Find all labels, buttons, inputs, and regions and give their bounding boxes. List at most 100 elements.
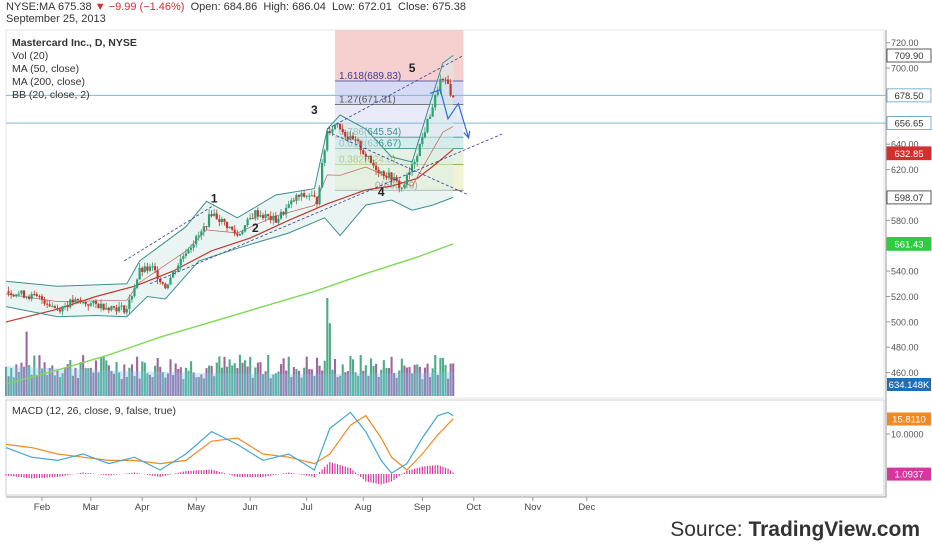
candle-body xyxy=(418,143,421,157)
volume-bar xyxy=(231,365,234,396)
candle-body xyxy=(64,305,67,307)
volume-bar xyxy=(51,365,54,396)
wave-label: 3 xyxy=(311,103,318,117)
candle-body xyxy=(321,162,324,188)
volume-bar xyxy=(328,323,331,396)
candle-body xyxy=(243,225,247,232)
candle-body xyxy=(202,226,205,232)
candle-body xyxy=(107,307,110,311)
price-tag-label: 632.85 xyxy=(894,149,923,160)
candle-body xyxy=(387,172,391,178)
candle-body xyxy=(87,304,90,306)
candle-body xyxy=(385,176,388,178)
volume-bar xyxy=(411,373,414,396)
candle-body xyxy=(416,156,419,162)
candle-body xyxy=(233,229,236,234)
candle-body xyxy=(367,155,370,157)
volume-bar xyxy=(159,366,162,396)
volume-bar xyxy=(364,365,367,396)
open-value: 684.86 xyxy=(223,1,258,13)
price-tag: 598.07 xyxy=(886,190,932,205)
indicator-ma200[interactable]: MA (200, close) xyxy=(12,76,85,88)
volume-bar xyxy=(303,367,306,396)
volume-bar xyxy=(274,373,277,396)
volume-bar xyxy=(192,372,195,396)
candle-body xyxy=(272,215,275,221)
chart-title[interactable]: Mastercard Inc., D, NYSE xyxy=(12,37,137,49)
candle-body xyxy=(148,266,152,271)
candle-body xyxy=(161,282,164,284)
candle-body xyxy=(218,219,221,222)
volume-bar xyxy=(12,377,15,396)
price-tag-label: 598.07 xyxy=(894,193,923,204)
candle-body xyxy=(326,131,329,151)
price-tag: 678.50 xyxy=(886,88,932,103)
volume-bar xyxy=(413,364,416,396)
source-brand: TradingView.com xyxy=(748,518,920,541)
fib-level-label: 1.27(671.31) xyxy=(339,94,396,105)
candle-body xyxy=(66,305,69,308)
candle-body xyxy=(141,267,144,272)
volume-bar xyxy=(390,356,393,396)
indicator-volume[interactable]: Vol (20) xyxy=(12,50,49,62)
candle-body xyxy=(82,302,85,304)
volume-bar xyxy=(43,362,46,396)
candle-body xyxy=(61,306,64,312)
volume-bar xyxy=(382,360,385,396)
volume-bar xyxy=(87,368,90,396)
volume-bar xyxy=(287,356,290,396)
candle-body xyxy=(287,204,290,208)
candle-body xyxy=(380,171,383,174)
candle-body xyxy=(25,296,28,298)
time-tick-label: Aug xyxy=(355,502,372,513)
volume-bar xyxy=(349,356,352,396)
candle-body xyxy=(382,171,385,177)
high-value: 686.04 xyxy=(292,1,326,13)
price-tick-label: 620.00 xyxy=(891,165,919,175)
price-change: −9.99 (−1.46%) xyxy=(108,1,185,13)
indicator-bb[interactable]: BB (20, close, 2) xyxy=(12,89,90,101)
symbol[interactable]: NYSE:MA xyxy=(6,1,55,13)
time-tick-label: Oct xyxy=(466,502,481,513)
indicator-ma50[interactable]: MA (50, close) xyxy=(12,63,80,75)
volume-bar xyxy=(308,368,311,396)
candle-body xyxy=(359,141,362,151)
candle-body xyxy=(308,195,311,197)
candle-body xyxy=(390,172,393,181)
volume-bar xyxy=(143,362,146,396)
volume-bar xyxy=(313,375,316,396)
time-tick-label: Sep xyxy=(414,502,431,513)
volume-bar xyxy=(372,365,375,396)
volume-bar xyxy=(262,374,265,396)
volume-bar xyxy=(82,355,85,396)
volume-tag-label: 634.148K xyxy=(889,380,930,391)
volume-bar xyxy=(22,366,26,396)
candle-body xyxy=(105,307,108,310)
volume-bar xyxy=(15,364,18,396)
volume-bar xyxy=(408,367,411,396)
volume-bar xyxy=(251,377,254,396)
candle-body xyxy=(328,131,331,133)
candle-body xyxy=(128,299,131,310)
candle-body xyxy=(166,284,170,289)
candle-body xyxy=(331,129,334,133)
candle-body xyxy=(336,123,339,125)
close-label: Close: xyxy=(398,1,430,13)
candle-body xyxy=(153,266,157,271)
candle-body xyxy=(184,253,187,256)
candle-body xyxy=(223,218,226,222)
macd-tag-label: 15.8110 xyxy=(892,415,926,426)
candle-body xyxy=(292,200,295,202)
volume-bar xyxy=(264,371,267,396)
volume-bar xyxy=(400,358,403,396)
volume-bar xyxy=(123,364,126,396)
candle-body xyxy=(439,79,442,92)
volume-bar xyxy=(17,372,20,396)
candle-body xyxy=(241,231,244,234)
volume-bar xyxy=(64,367,67,396)
volume-bar xyxy=(156,357,159,396)
indicator-macd[interactable]: MACD (12, 26, close, 9, false, true) xyxy=(12,405,176,417)
volume-bar xyxy=(151,377,154,396)
candle-body xyxy=(421,137,424,144)
